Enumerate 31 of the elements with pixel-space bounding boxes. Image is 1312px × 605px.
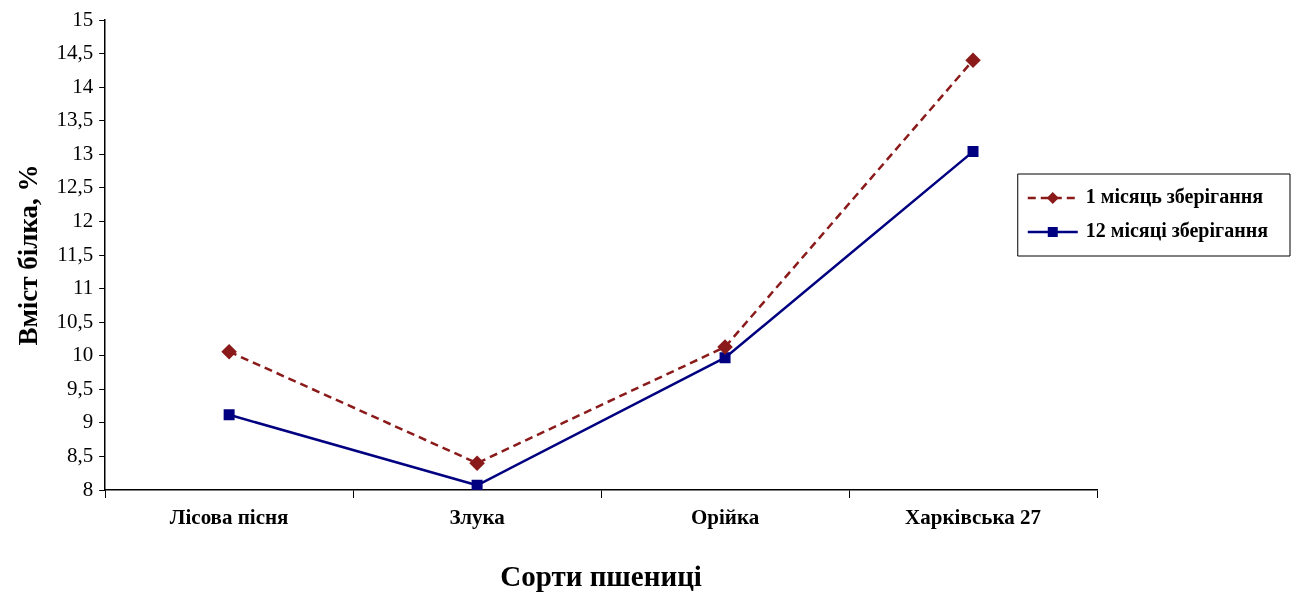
y-tick-label: 8 <box>82 476 94 501</box>
x-tick-label: Орійка <box>690 505 760 530</box>
y-tick-label: 8,5 <box>66 442 94 467</box>
y-tick-label: 14 <box>72 73 94 98</box>
legend-label: 12 місяці зберігання <box>1085 219 1269 243</box>
y-tick-label: 10,5 <box>56 308 94 333</box>
y-tick-label: 12 <box>72 207 94 232</box>
y-axis-title: Вміст білка, % <box>13 164 44 346</box>
legend-label: 1 місяць зберігання <box>1085 185 1264 209</box>
y-tick-label: 15 <box>72 6 94 31</box>
point <box>471 479 483 490</box>
x-tick-label: Лісова пісня <box>169 505 289 530</box>
x-tick-label: Харківська 27 <box>905 505 1041 530</box>
point <box>223 409 235 421</box>
point <box>719 352 731 364</box>
point <box>967 146 979 158</box>
y-tick-label: 13 <box>72 140 94 165</box>
point <box>717 339 733 355</box>
y-tick-label: 9,5 <box>66 375 94 400</box>
y-tick-label: 12,5 <box>56 174 94 199</box>
point <box>469 455 485 471</box>
y-tick-label: 9 <box>82 409 94 434</box>
point <box>221 344 237 359</box>
x-axis-title: Сорти пшениці <box>500 560 702 593</box>
y-tick-label: 11,5 <box>57 241 94 266</box>
point <box>965 53 981 68</box>
y-tick-label: 11 <box>72 275 94 300</box>
y-tick-label: 10 <box>72 342 94 367</box>
y-tick-label: 14,5 <box>56 40 94 65</box>
x-tick-label: Злука <box>449 505 506 530</box>
y-tick-label: 13,5 <box>56 107 94 132</box>
